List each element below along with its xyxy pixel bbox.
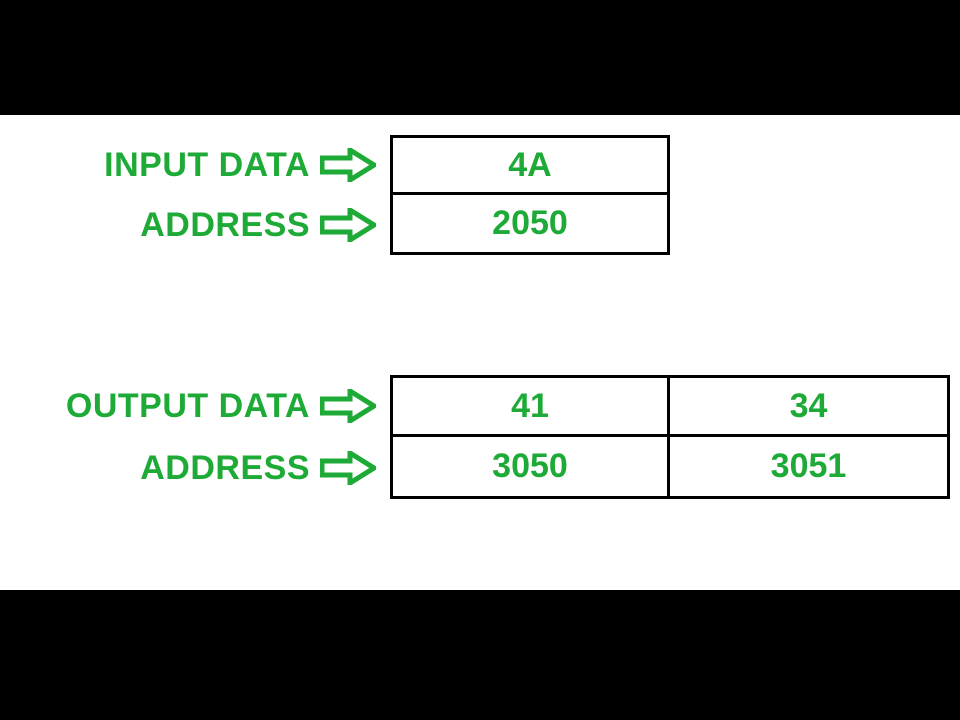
top-black-bar [0, 0, 960, 115]
arrow-icon [320, 451, 376, 485]
arrow-icon [320, 148, 376, 182]
output-data-row: OUTPUT DATA 41 34 [0, 375, 950, 437]
input-address-cell-0: 2050 [390, 195, 670, 255]
output-address-label: ADDRESS [0, 449, 320, 488]
input-data-label: INPUT DATA [0, 146, 320, 185]
input-address-label: ADDRESS [0, 206, 320, 245]
output-address-row: ADDRESS 3050 3051 [0, 437, 950, 499]
output-address-cell-0: 3050 [390, 437, 670, 499]
output-address-cell-1: 3051 [670, 437, 950, 499]
output-data-label: OUTPUT DATA [0, 387, 320, 426]
output-data-cell-1: 34 [670, 375, 950, 437]
bottom-black-bar [0, 590, 960, 720]
arrow-icon [320, 208, 376, 242]
input-data-cell-0: 4A [390, 135, 670, 195]
input-data-row: INPUT DATA 4A [0, 135, 670, 195]
output-data-cell-0: 41 [390, 375, 670, 437]
input-section: INPUT DATA 4A ADDRESS 2050 [0, 135, 670, 255]
arrow-icon [320, 389, 376, 423]
input-address-row: ADDRESS 2050 [0, 195, 670, 255]
output-section: OUTPUT DATA 41 34 ADDRESS 3050 3051 [0, 375, 950, 499]
